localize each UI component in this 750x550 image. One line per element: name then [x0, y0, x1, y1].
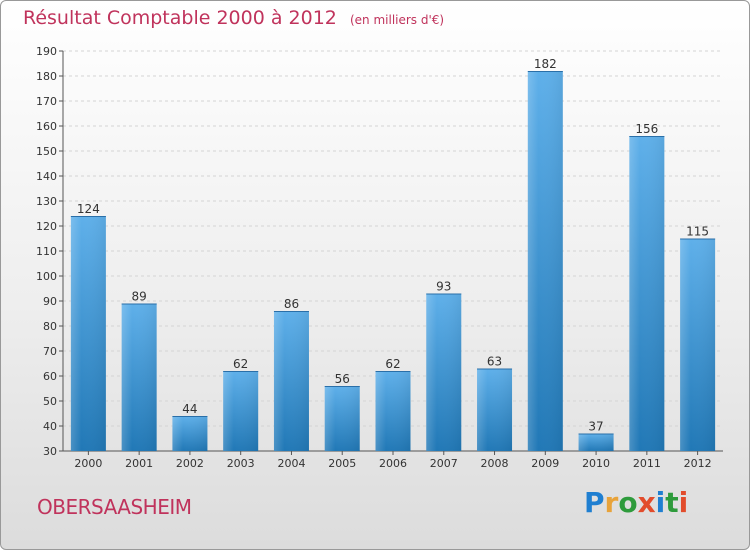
logo-letter: P: [584, 486, 605, 519]
y-tick-label: 180: [36, 70, 57, 83]
y-tick-label: 110: [36, 245, 57, 258]
value-label-2006: 62: [385, 357, 400, 371]
logo-letter: i: [678, 486, 689, 519]
y-tick-label: 190: [36, 45, 57, 58]
bar-shade-2000: [70, 216, 106, 451]
value-label-2011: 156: [635, 122, 658, 136]
y-tick-label: 120: [36, 220, 57, 233]
x-tick-label: 2004: [277, 457, 305, 470]
value-label-2000: 124: [77, 202, 100, 216]
y-tick-label: 70: [43, 345, 57, 358]
value-label-2001: 89: [132, 290, 147, 304]
bar-shade-2005: [324, 386, 360, 451]
y-tick-label: 170: [36, 95, 57, 108]
x-tick-label: 2010: [582, 457, 610, 470]
y-tick-label: 80: [43, 320, 57, 333]
x-tick-label: 2007: [430, 457, 458, 470]
bar-shade-2007: [426, 293, 462, 451]
value-label-2003: 62: [233, 357, 248, 371]
value-label-2012: 115: [686, 225, 709, 239]
bar-shade-2002: [172, 416, 208, 451]
logo-letter: r: [604, 486, 619, 519]
bar-shade-2004: [273, 311, 309, 451]
value-labels: 124 89 44 62 86 56 62 93 63 182 37 156 115: [77, 57, 709, 434]
value-label-2007: 93: [436, 280, 451, 294]
chart-title-block: Résultat Comptable 2000 à 2012 (en milli…: [23, 7, 444, 29]
bar-shade-2003: [223, 371, 259, 451]
value-label-2005: 56: [335, 372, 350, 386]
logo-letter: o: [618, 486, 638, 519]
x-tick-label: 2011: [633, 457, 661, 470]
value-label-2008: 63: [487, 355, 502, 369]
y-tick-label: 150: [36, 145, 57, 158]
logo-letter: x: [637, 486, 656, 519]
bar-shade-2012: [680, 238, 716, 451]
bar-shade-2011: [629, 136, 665, 451]
y-tick-label: 90: [43, 295, 57, 308]
value-label-2010: 37: [588, 420, 603, 434]
bar-shade-2001: [121, 303, 157, 451]
x-tick-label: 2012: [684, 457, 712, 470]
x-tick-label: 2006: [379, 457, 407, 470]
x-tick-label: 2003: [227, 457, 255, 470]
x-tick-label: 2009: [531, 457, 559, 470]
bar-shade-2009: [527, 71, 563, 451]
x-tick-label: 2001: [125, 457, 153, 470]
x-tick-label: 2008: [481, 457, 509, 470]
x-tick-label: 2000: [74, 457, 102, 470]
y-tick-label: 100: [36, 270, 57, 283]
y-tick-label: 130: [36, 195, 57, 208]
value-label-2002: 44: [182, 402, 197, 416]
y-tick-label: 140: [36, 170, 57, 183]
logo-letter: t: [665, 486, 679, 519]
y-tick-label: 60: [43, 370, 57, 383]
x-tick-label: 2002: [176, 457, 204, 470]
y-tick-label: 160: [36, 120, 57, 133]
value-label-2009: 182: [534, 57, 557, 71]
x-tick-label: 2005: [328, 457, 356, 470]
commune-name: OBERSAASHEIM: [37, 495, 192, 519]
chart-subtitle: (en milliers d'€): [349, 13, 445, 27]
y-tick-label: 40: [43, 420, 57, 433]
proxiti-logo: Proxiti: [584, 486, 688, 519]
value-label-2004: 86: [284, 297, 299, 311]
y-tick-label: 50: [43, 395, 57, 408]
chart-title: Résultat Comptable 2000 à 2012: [23, 7, 337, 29]
bar-shade-2006: [375, 371, 411, 451]
bar-shade-2008: [477, 368, 513, 451]
logo-letter: i: [655, 486, 666, 519]
bar-shade-2010: [578, 433, 614, 451]
bars: [70, 71, 716, 451]
y-tick-label: 30: [43, 445, 57, 458]
